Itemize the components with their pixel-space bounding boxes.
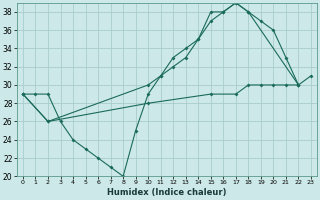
X-axis label: Humidex (Indice chaleur): Humidex (Indice chaleur) xyxy=(107,188,227,197)
